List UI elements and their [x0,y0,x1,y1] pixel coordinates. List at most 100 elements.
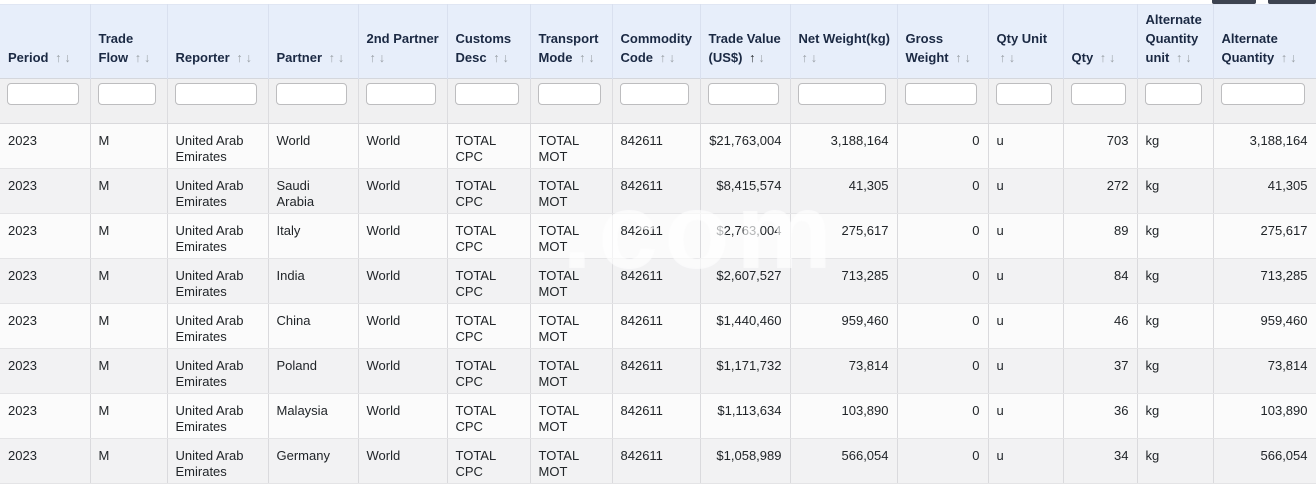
column-header-qty_unit[interactable]: Qty Unit ↑ ↓ [988,4,1064,79]
cell-alt_qty: 566,054 [1213,438,1316,484]
cell-alt_qty_unit: kg [1137,168,1214,214]
column-label: Transport Mode [538,30,599,65]
sort-desc-icon[interactable]: ↓ [810,50,817,65]
table-row: 2023 M United Arab Emirates India World TOTAL… [0,258,1316,304]
cell-gross_weight: 0 [897,213,989,259]
filter-input-gross_weight[interactable] [904,82,977,105]
filter-input-commodity_code[interactable] [619,82,689,105]
filter-input-partner[interactable] [275,82,347,105]
sort-desc-icon[interactable]: ↓ [143,50,151,65]
sort-asc-icon[interactable]: ↑ [1099,50,1107,65]
clipped-toolbar-button-1[interactable] [1212,0,1256,4]
cell-qty_unit: u [988,258,1064,304]
cell-customs_desc: TOTAL CPC [447,393,531,439]
sort-asc-icon[interactable]: ↑ [1175,50,1183,65]
table-row: 2023 M United Arab Emirates Poland World TOTA… [0,348,1316,394]
sort-desc-icon[interactable]: ↓ [668,50,676,65]
column-header-customs_desc[interactable]: Customs Desc ↑ ↓ [447,4,531,79]
filter-input-period[interactable] [7,82,79,105]
filter-input-customs_desc[interactable] [454,82,519,105]
cell-qty: 84 [1063,258,1138,304]
column-header-partner[interactable]: Partner ↑ ↓ [268,4,359,79]
cell-transport_mode: TOTAL MOT [530,393,613,439]
column-header-trade_value[interactable]: Trade Value (US$) ↑ ↓ [700,4,791,79]
sort-asc-icon[interactable]: ↑ [134,50,141,65]
cell-transport_mode: TOTAL MOT [530,168,613,214]
sort-asc-icon[interactable]: ↑ [749,50,756,65]
cell-second_partner: World [358,168,448,214]
column-header-qty[interactable]: Qty ↑ ↓ [1063,4,1138,79]
sort-desc-icon[interactable]: ↓ [337,50,345,65]
sort-desc-icon[interactable]: ↓ [758,50,765,65]
filter-input-reporter[interactable] [174,82,257,105]
sort-asc-icon[interactable]: ↑ [659,50,666,65]
sort-asc-icon[interactable]: ↑ [493,50,500,65]
sort-arrows: ↑ ↓ [490,51,509,65]
column-header-reporter[interactable]: Reporter ↑ ↓ [167,4,269,79]
sort-desc-icon[interactable]: ↓ [588,50,595,65]
sort-desc-icon[interactable]: ↓ [502,50,509,65]
sort-desc-icon[interactable]: ↓ [245,50,252,65]
table-row: 2023 M United Arab Emirates Saudi Arabia Wor… [0,168,1316,214]
cell-customs_desc: TOTAL CPC [447,213,531,259]
cell-trade_value: $8,415,574 [700,168,791,214]
cell-trade_flow: M [90,348,168,394]
filter-input-second_partner[interactable] [365,82,436,105]
filter-input-qty_unit[interactable] [995,82,1052,105]
sort-arrows: ↑ ↓ [52,51,71,65]
sort-desc-icon[interactable]: ↓ [1008,50,1015,65]
sort-asc-icon[interactable]: ↑ [369,50,376,65]
cell-trade_value: $21,763,004 [700,123,791,169]
sort-asc-icon[interactable]: ↑ [579,50,586,65]
column-header-alt_qty_unit[interactable]: Alternate Quantity unit ↑ ↓ [1137,4,1214,79]
sort-asc-icon[interactable]: ↑ [801,50,808,65]
filter-input-alt_qty_unit[interactable] [1144,82,1202,105]
cell-qty_unit: u [988,303,1064,349]
sort-arrows: ↑ ↓ [576,51,595,65]
column-header-period[interactable]: Period ↑ ↓ [0,4,91,79]
clipped-toolbar-button-2[interactable] [1268,0,1316,4]
filter-input-trade_value[interactable] [707,82,779,105]
column-label: Gross Weight [905,30,949,65]
sort-desc-icon[interactable]: ↓ [1185,50,1192,65]
filter-input-alt_qty[interactable] [1220,82,1305,105]
cell-trade_flow: M [90,438,168,484]
sort-asc-icon[interactable]: ↑ [1280,50,1288,65]
sort-asc-icon[interactable]: ↑ [999,50,1006,65]
sort-asc-icon[interactable]: ↑ [236,50,243,65]
cell-qty: 34 [1063,438,1138,484]
filter-cell-qty [1063,77,1138,124]
cell-transport_mode: TOTAL MOT [530,303,613,349]
column-label: Trade Value (US$) [708,30,781,65]
filter-cell-trade_value [700,77,791,124]
filter-input-net_weight[interactable] [797,82,886,105]
filter-input-qty[interactable] [1070,82,1126,105]
sort-desc-icon[interactable]: ↓ [964,50,971,65]
sort-arrows: ↑ ↓ [1097,51,1116,65]
cell-alt_qty_unit: kg [1137,438,1214,484]
cell-period: 2023 [0,303,91,349]
sort-desc-icon[interactable]: ↓ [378,50,385,65]
column-header-gross_weight[interactable]: Gross Weight ↑ ↓ [897,4,989,79]
filter-cell-period [0,77,91,124]
cell-trade_value: $1,113,634 [700,393,791,439]
column-header-second_partner[interactable]: 2nd Partner ↑ ↓ [358,4,448,79]
filter-cell-qty_unit [988,77,1064,124]
column-header-transport_mode[interactable]: Transport Mode ↑ ↓ [530,4,613,79]
cell-customs_desc: TOTAL CPC [447,303,531,349]
filter-input-trade_flow[interactable] [97,82,156,105]
table-row: 2023 M United Arab Emirates Malaysia World TO… [0,393,1316,439]
column-header-alt_qty[interactable]: Alternate Quantity ↑ ↓ [1213,4,1316,79]
sort-asc-icon[interactable]: ↑ [328,50,335,65]
sort-asc-icon[interactable]: ↑ [55,50,62,65]
sort-asc-icon[interactable]: ↑ [955,50,962,65]
cell-commodity_code: 842611 [612,393,701,439]
column-header-trade_flow[interactable]: Trade Flow ↑ ↓ [90,4,168,79]
sort-desc-icon[interactable]: ↓ [64,50,71,65]
column-header-net_weight[interactable]: Net Weight(kg) ↑ ↓ [790,4,898,79]
sort-desc-icon[interactable]: ↓ [1290,50,1297,65]
column-header-commodity_code[interactable]: Commodity Code ↑ ↓ [612,4,701,79]
sort-desc-icon[interactable]: ↓ [1109,50,1116,65]
filter-input-transport_mode[interactable] [537,82,601,105]
column-label: Qty Unit [996,30,1048,46]
